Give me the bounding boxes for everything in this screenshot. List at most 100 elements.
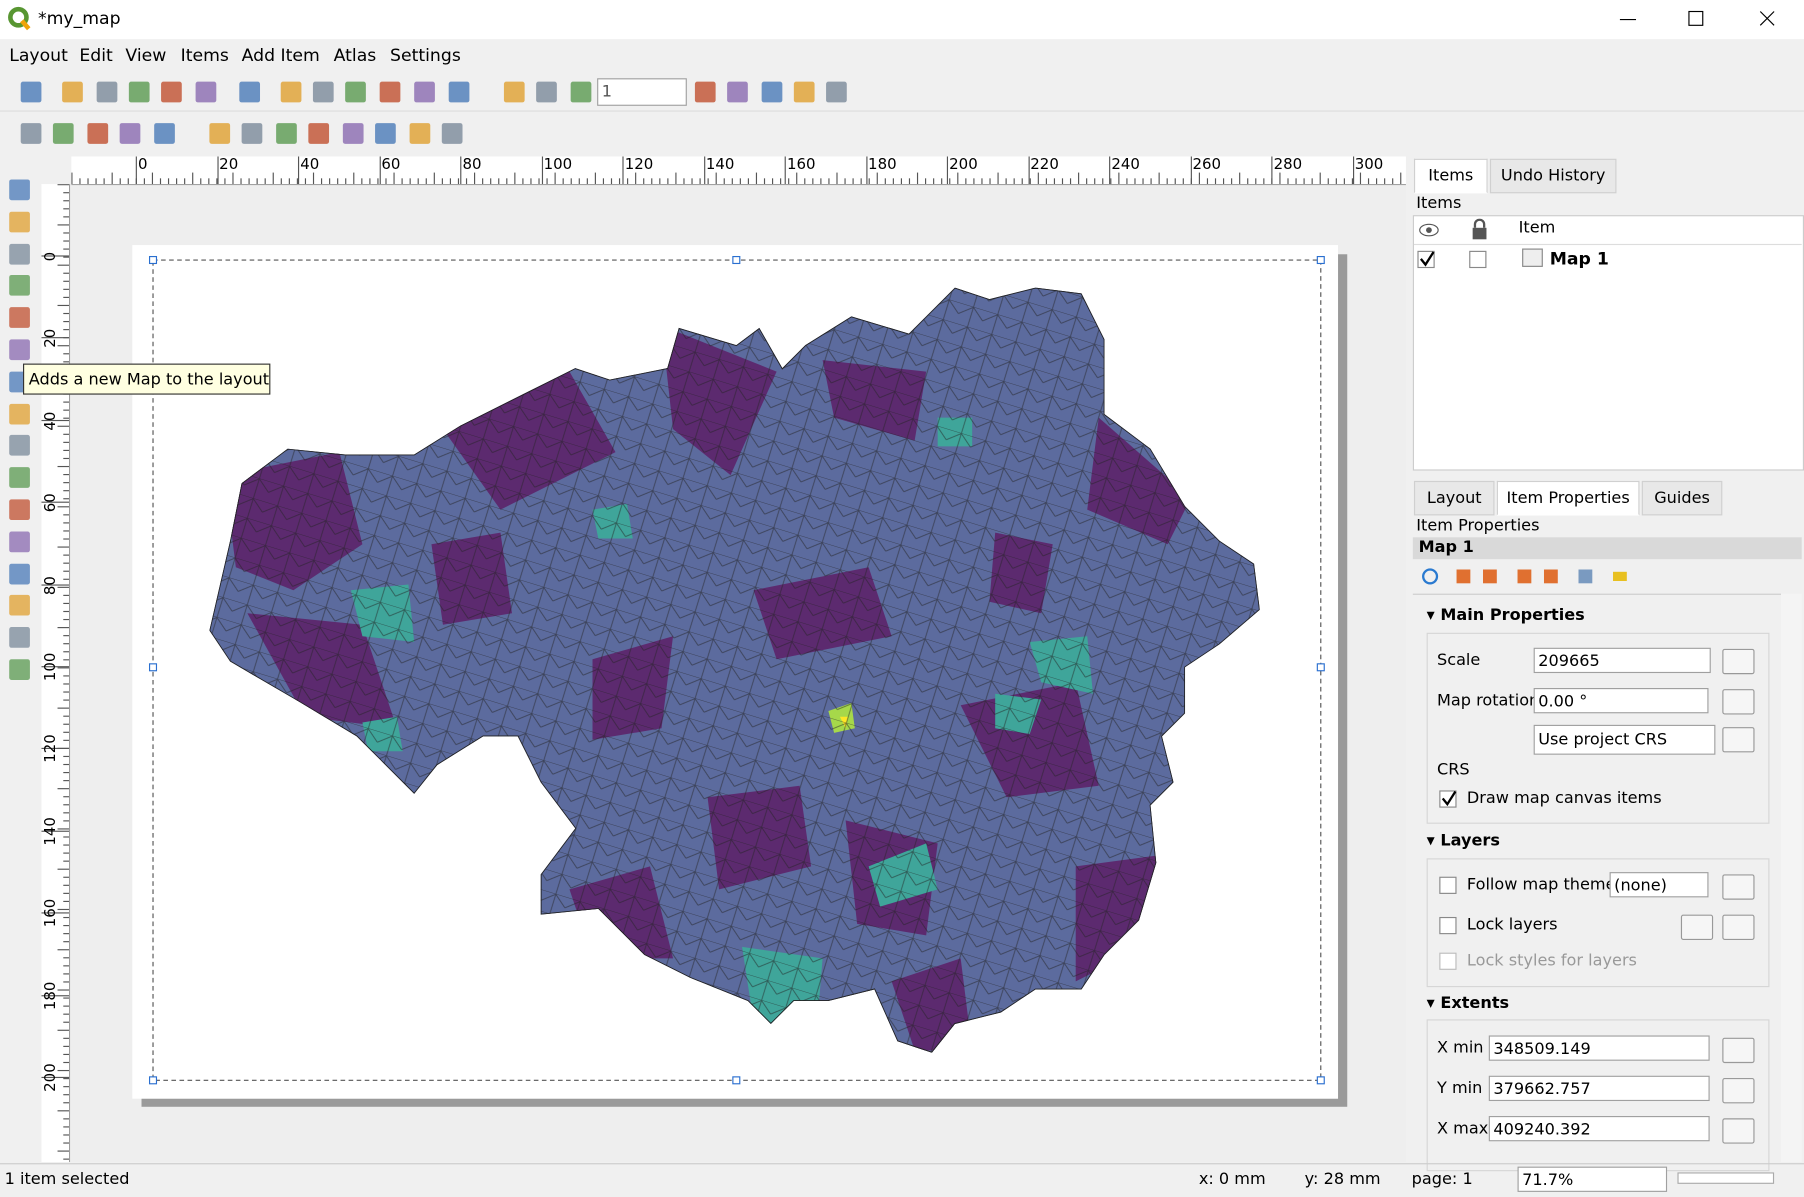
menu-item[interactable]: Add Item [241, 44, 320, 66]
tool-button[interactable] [308, 123, 330, 144]
ruler-tick [63, 192, 70, 194]
tool-button[interactable] [128, 81, 150, 103]
tool-button[interactable] [793, 81, 815, 103]
tool-button[interactable] [342, 123, 364, 144]
menu-item[interactable]: Edit [79, 44, 113, 66]
data-defined-button[interactable] [1722, 689, 1755, 715]
tool-button[interactable] [87, 123, 109, 144]
ruler-tick [184, 178, 186, 185]
page-select[interactable]: 1 [597, 78, 687, 106]
ruler-tick [57, 224, 70, 226]
tool-button[interactable] [9, 531, 30, 553]
data-defined-button[interactable] [1722, 1078, 1755, 1104]
tool-button[interactable] [209, 123, 231, 144]
ruler-tick [946, 156, 949, 185]
tool-button[interactable] [161, 81, 182, 103]
data-defined-button[interactable] [1722, 1118, 1755, 1144]
checkbox[interactable] [1439, 916, 1457, 935]
item-toolbar[interactable] [1420, 566, 1639, 587]
tool-button[interactable] [570, 81, 592, 103]
tool-button[interactable] [9, 339, 30, 361]
tool-button[interactable] [441, 123, 463, 144]
tool-button[interactable] [9, 563, 30, 584]
tool-button[interactable] [9, 595, 30, 616]
tool-button[interactable] [96, 81, 118, 103]
lock-checkbox[interactable] [1469, 250, 1487, 269]
tool-button[interactable] [503, 81, 525, 103]
tool-button[interactable] [9, 659, 30, 680]
tool-button[interactable] [9, 435, 30, 457]
data-defined-button[interactable] [1722, 1037, 1755, 1064]
tool-button[interactable] [9, 307, 30, 329]
tool-button[interactable] [119, 123, 141, 144]
tool-button[interactable] [9, 275, 30, 297]
tool-button[interactable] [9, 243, 30, 265]
item-row[interactable]: Map 1 [1549, 248, 1609, 270]
menu-item[interactable]: Settings [390, 44, 461, 66]
xmin-input[interactable]: 348509.149 [1488, 1035, 1710, 1061]
tool-button[interactable] [195, 81, 217, 103]
table-header [1413, 216, 1802, 246]
tool-button[interactable] [409, 123, 431, 144]
tool-button[interactable] [375, 123, 396, 144]
tab[interactable]: Guides [1641, 480, 1723, 516]
tool-button[interactable] [241, 123, 263, 144]
theme-select[interactable]: (none) [1609, 872, 1709, 898]
map-item[interactable] [132, 245, 1340, 1102]
tool-button[interactable] [9, 467, 30, 489]
menu-item[interactable]: Items [180, 44, 229, 66]
data-defined-button[interactable] [1722, 874, 1755, 900]
tool-button[interactable] [448, 81, 470, 103]
menu-item[interactable]: Atlas [333, 44, 377, 66]
tab[interactable]: Items [1413, 158, 1488, 194]
tool-button[interactable] [20, 123, 42, 144]
xmax-input[interactable]: 409240.392 [1488, 1115, 1710, 1142]
checkbox[interactable] [1439, 876, 1457, 894]
tool-button[interactable] [20, 81, 42, 103]
tool-button[interactable] [826, 81, 847, 103]
tool-button[interactable] [9, 403, 30, 425]
ruler-tick [280, 178, 282, 185]
scrollbar[interactable] [1780, 593, 1802, 1163]
rotation-input[interactable]: 0.00 ° [1533, 688, 1709, 714]
layers-button[interactable] [1680, 914, 1714, 940]
scale-input[interactable]: 209665 [1533, 647, 1711, 674]
tool-button[interactable] [727, 81, 748, 103]
tool-button[interactable] [414, 81, 435, 103]
crs-button[interactable] [1722, 727, 1755, 753]
tab[interactable]: Item Properties [1496, 480, 1640, 516]
tab[interactable]: Layout [1413, 480, 1495, 516]
tool-button[interactable] [239, 81, 261, 103]
tool-button[interactable] [9, 499, 30, 521]
zoom-select[interactable]: 71.7% [1517, 1166, 1668, 1192]
tool-button[interactable] [280, 81, 302, 103]
menu-item[interactable]: View [125, 44, 167, 66]
window-controls[interactable] [1611, 5, 1795, 35]
tool-button[interactable] [276, 123, 297, 144]
data-defined-button[interactable] [1722, 648, 1755, 675]
tool-button[interactable] [379, 81, 401, 103]
tab[interactable]: Undo History [1489, 158, 1617, 194]
tool-button[interactable] [345, 81, 366, 103]
section-header[interactable]: ▾ Main Properties [1426, 606, 1585, 625]
tool-button[interactable] [9, 627, 30, 648]
tool-button[interactable] [9, 179, 30, 201]
crs-select[interactable]: Use project CRS [1533, 724, 1716, 755]
tool-button[interactable] [694, 81, 716, 103]
tool-button[interactable] [9, 211, 30, 233]
tool-button[interactable] [312, 81, 334, 103]
ymin-input[interactable]: 379662.757 [1488, 1075, 1710, 1102]
data-defined-button[interactable] [1722, 914, 1755, 940]
tool-button[interactable] [52, 123, 74, 144]
ruler-tick [973, 178, 975, 185]
tool-button[interactable] [154, 123, 175, 144]
section-header[interactable]: ▾ Layers [1426, 831, 1500, 851]
menu-item[interactable]: Layout [9, 44, 68, 66]
ruler-tick [530, 178, 532, 185]
tool-button[interactable] [761, 81, 783, 103]
ruler-tick [57, 1069, 70, 1072]
zoom-slider[interactable] [1677, 1172, 1775, 1184]
section-header[interactable]: ▾ Extents [1426, 994, 1510, 1013]
tool-button[interactable] [536, 81, 557, 103]
tool-button[interactable] [62, 81, 83, 103]
